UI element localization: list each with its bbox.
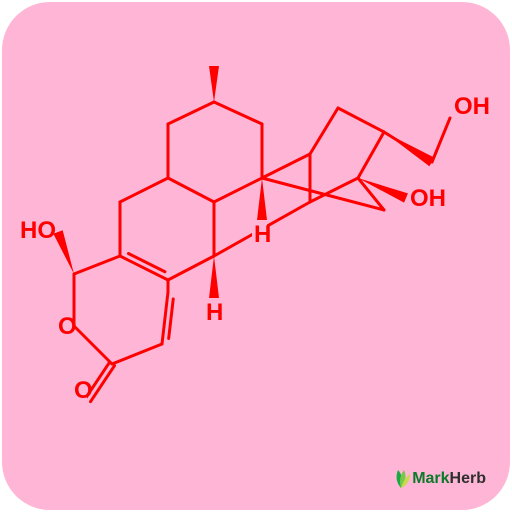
markherb-logo: MarkHerb bbox=[388, 466, 486, 492]
svg-text:OH: OH bbox=[410, 185, 446, 212]
svg-text:H: H bbox=[254, 221, 271, 248]
logo-mark: Mark bbox=[412, 470, 449, 487]
molecule-card: HOOOHHOHOH MarkHerb bbox=[2, 2, 510, 510]
leaf-icon bbox=[388, 466, 414, 492]
svg-text:HO: HO bbox=[20, 217, 56, 244]
svg-text:OH: OH bbox=[454, 93, 490, 120]
molecule-diagram: HOOOHHOHOH bbox=[2, 2, 510, 442]
svg-text:O: O bbox=[58, 313, 77, 340]
logo-herb: Herb bbox=[450, 470, 486, 487]
svg-text:H: H bbox=[206, 299, 223, 326]
logo-text: MarkHerb bbox=[412, 470, 486, 488]
svg-text:O: O bbox=[74, 377, 93, 404]
